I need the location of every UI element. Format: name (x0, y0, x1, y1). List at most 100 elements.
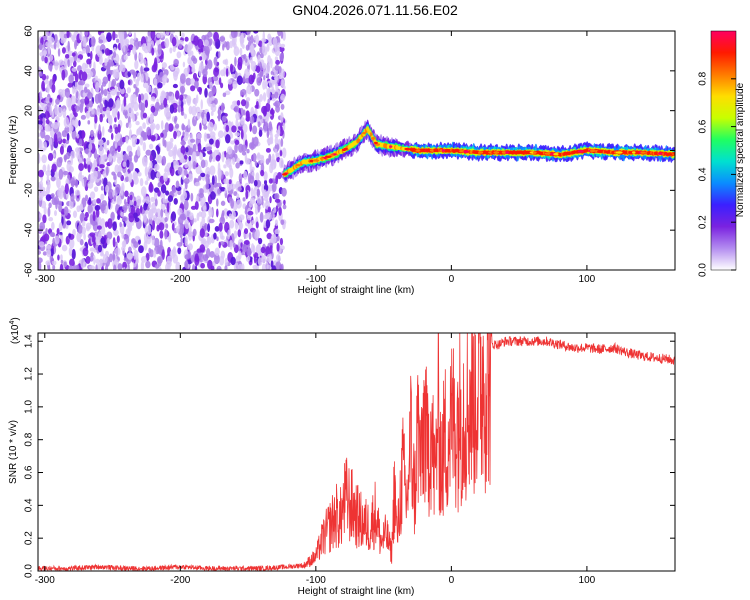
spectrogram-noise-cell (85, 110, 91, 119)
snr-y-tick-label: 0.0 (24, 564, 35, 578)
spectrogram-noise-cell (135, 120, 140, 126)
spectrogram-noise-cell (255, 34, 260, 45)
spectrogram-peak-cell (553, 152, 559, 156)
spectrogram-noise-cell (229, 219, 235, 229)
spectrogram-noise-cell (76, 58, 81, 63)
spectrogram-noise-cell (79, 98, 86, 104)
spectrogram-noise-cell (257, 153, 260, 159)
spectrogram-noise-cell (153, 77, 159, 86)
spectrogram-noise-cell (177, 104, 182, 113)
spectrogram-noise-cell (97, 129, 102, 141)
spectrogram-peak-cell (501, 151, 506, 154)
spectrogram-noise-cell (135, 235, 141, 241)
spectrogram-noise-cell (162, 77, 165, 83)
spectrogram-noise-cell (38, 153, 41, 164)
spectrogram-noise-cell (243, 228, 249, 235)
spectrogram-noise-cell (259, 94, 264, 102)
spectrogram-noise-cell (229, 40, 234, 49)
spectrogram-peak-cell (577, 150, 584, 153)
spectrogram-peak-cell (295, 163, 301, 167)
spectrogram-noise-cell (187, 56, 192, 65)
spectrogram-noise-cell (114, 247, 121, 256)
spectrogram-noise-cell (210, 265, 215, 270)
spectrogram-noise-cell (274, 64, 280, 71)
spectrogram-noise-cell (268, 178, 273, 184)
spectrogram-noise-cell (268, 36, 274, 46)
spectrogram-noise-cell (149, 161, 153, 169)
spectrogram-noise-cell (243, 240, 250, 246)
spectrogram-noise-cell (169, 31, 176, 34)
spectrogram-noise-cell (110, 88, 117, 96)
spectrogram-noise-cell (241, 144, 248, 152)
spectrogram-noise-cell (172, 186, 177, 194)
spectrogram-noise-cell (133, 241, 139, 248)
spectrogram-noise-cell (54, 210, 58, 217)
spectrogram-noise-cell (242, 76, 246, 83)
spectrogram-noise-cell (49, 63, 53, 72)
spectrogram-noise-cell (224, 188, 227, 194)
spectrogram-noise-cell (211, 86, 217, 95)
spectrogram-noise-cell (70, 177, 76, 188)
spectrogram-noise-cell (267, 55, 272, 65)
snr-panel: -300 -200 -100 0 100 0.0 0.2 0.4 0.6 0.8 1.0 1.2 1.… (8, 317, 676, 597)
spectrogram-noise-cell (239, 116, 245, 125)
spectrogram-noise-cell (217, 113, 221, 122)
spectrogram-noise-cell (128, 150, 133, 158)
spectrogram-noise-cell (234, 139, 240, 145)
spectrogram-noise-cell (63, 206, 69, 216)
spectrogram-noise-cell (142, 156, 148, 167)
spectrogram-noise-cell (140, 65, 143, 76)
spectrogram-noise-cell (253, 187, 256, 198)
spectrogram-noise-cell (252, 152, 257, 163)
spectrogram-noise-cell (138, 245, 144, 254)
colorbar: 0.0 0.2 0.4 0.6 0.8 Normalized spectral ampl… (698, 30, 746, 277)
spectrogram-noise-cell (127, 195, 130, 205)
spectrogram-noise-cell (98, 145, 104, 156)
spectrogram-noise-cell (253, 31, 259, 34)
spectrogram-noise-cell (224, 257, 228, 268)
spectrogram-noise-cell (219, 36, 226, 42)
spectrogram-noise-cell (273, 102, 278, 107)
spectrogram-noise-cell (269, 196, 272, 204)
spectrogram-noise-cell (73, 86, 78, 93)
spectrogram-noise-cell (184, 219, 190, 230)
spectrogram-noise-cell (44, 56, 48, 64)
spectrogram-noise-cell (200, 159, 206, 169)
spectrogram-noise-cell (137, 239, 141, 245)
spectrogram-noise-cell (161, 249, 165, 260)
spectrogram-noise-cell (240, 242, 243, 248)
spectrogram-y-tick-label: -20 (24, 183, 35, 198)
spectrogram-noise-cell (202, 68, 208, 78)
spectrogram-noise-cell (276, 235, 280, 242)
spectrogram-noise-cell (61, 244, 68, 252)
spectrogram-noise-cell (44, 134, 51, 141)
spectrogram-noise-cell (241, 151, 247, 156)
spectrogram-noise-cell (209, 96, 215, 101)
spectrogram-noise-cell (60, 31, 64, 41)
spectrogram-noise-cell (154, 163, 160, 171)
spectrogram-noise-cell (116, 97, 121, 108)
spectrogram-noise-cell (56, 106, 63, 118)
spectrogram-noise-cell (104, 264, 109, 270)
spectrogram-noise-cell (68, 74, 74, 84)
spectrogram-noise-cell (247, 210, 254, 216)
spectrogram-noise-cell (267, 137, 271, 146)
spectrogram-noise-cell (211, 103, 217, 113)
spectrogram-noise-cell (127, 102, 133, 113)
spectrogram-noise-cell (68, 233, 72, 238)
spectrogram-noise-cell (142, 112, 148, 119)
spectrogram-noise-cell (166, 202, 170, 213)
spectrogram-noise-cell (42, 50, 48, 56)
spectrogram-noise-cell (235, 199, 242, 209)
spectrogram-noise-cell (139, 136, 144, 146)
spectrogram-noise-cell (262, 80, 266, 90)
spectrogram-noise-cell (84, 211, 89, 219)
spectrogram-noise-cell (128, 246, 132, 253)
spectrogram-noise-cell (52, 237, 56, 247)
spectrogram-noise-cell (268, 121, 273, 132)
spectrogram-noise-cell (73, 118, 79, 129)
spectrogram-noise-cell (177, 131, 181, 138)
spectrogram-noise-cell (100, 237, 106, 245)
spectrogram-peak-cell (478, 151, 484, 154)
spectrogram-peak-cell (319, 157, 325, 160)
